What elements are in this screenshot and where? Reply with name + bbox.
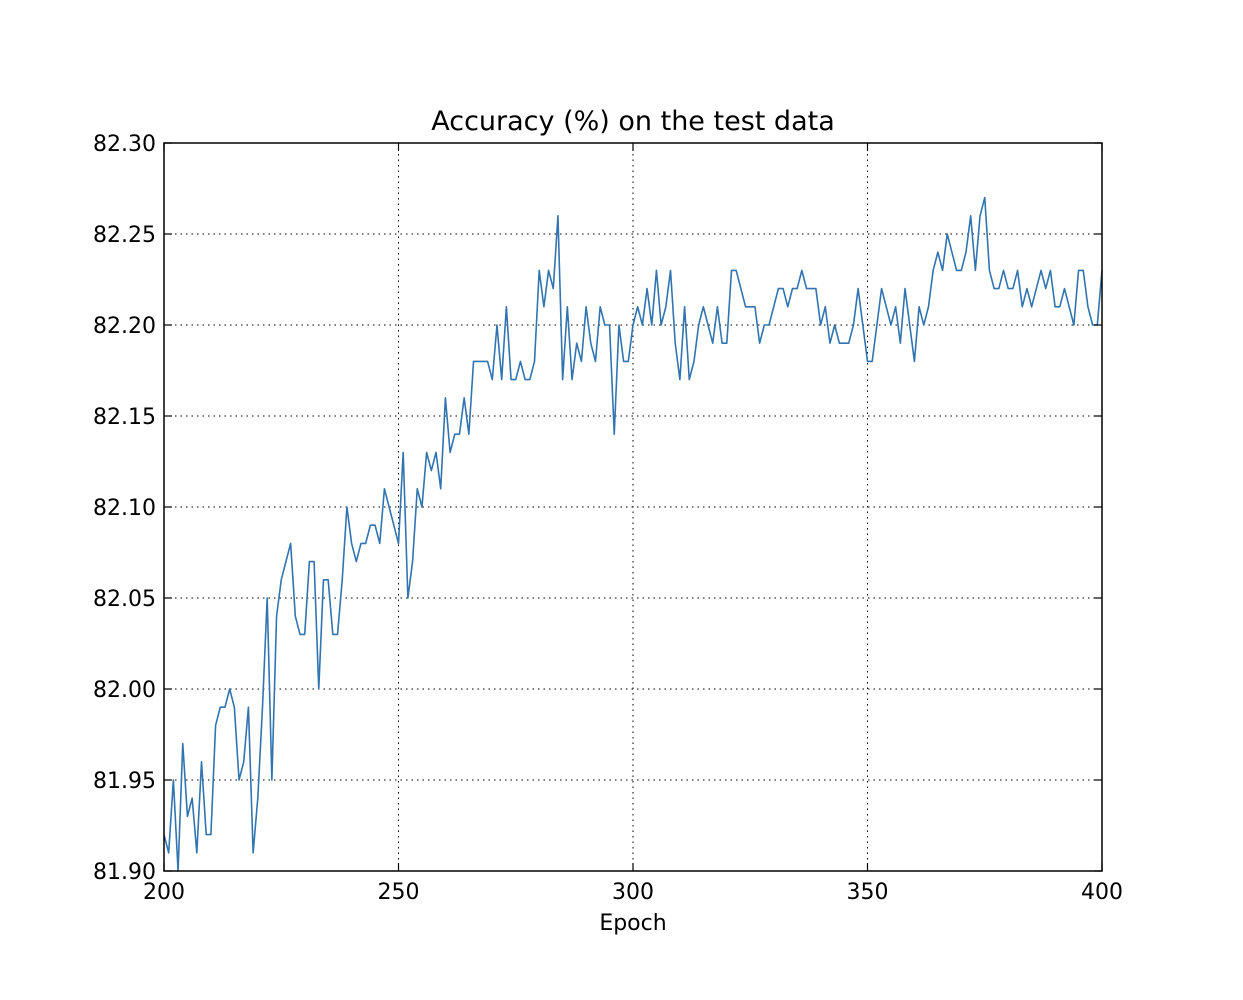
y-tick-label: 82.05 <box>93 587 156 612</box>
y-tick-label: 82.20 <box>93 314 156 339</box>
tick-labels: 200 250 300 350 400 81.90 81.95 82.00 82.05 82.10… <box>93 132 1123 905</box>
x-tick-label: 200 <box>143 880 185 905</box>
y-tick-label: 82.15 <box>93 405 156 430</box>
grid-lines <box>164 143 1102 871</box>
y-tick-label: 82.10 <box>93 496 156 521</box>
y-tick-label: 82.25 <box>93 223 156 248</box>
series-line-0 <box>163 196 1103 872</box>
chart-title: Accuracy (%) on the test data <box>431 106 835 137</box>
x-axis-label: Epoch <box>599 911 666 936</box>
y-tick-label: 81.90 <box>93 860 156 885</box>
y-tick-label: 82.00 <box>93 678 156 703</box>
series-layer <box>163 196 1103 872</box>
y-tick-label: 82.30 <box>93 132 156 157</box>
x-tick-label: 300 <box>612 880 654 905</box>
axis-ticks <box>163 142 1103 872</box>
x-tick-label: 400 <box>1081 880 1123 905</box>
x-tick-label: 250 <box>378 880 420 905</box>
x-tick-label: 350 <box>847 880 889 905</box>
y-tick-label: 81.95 <box>93 769 156 794</box>
